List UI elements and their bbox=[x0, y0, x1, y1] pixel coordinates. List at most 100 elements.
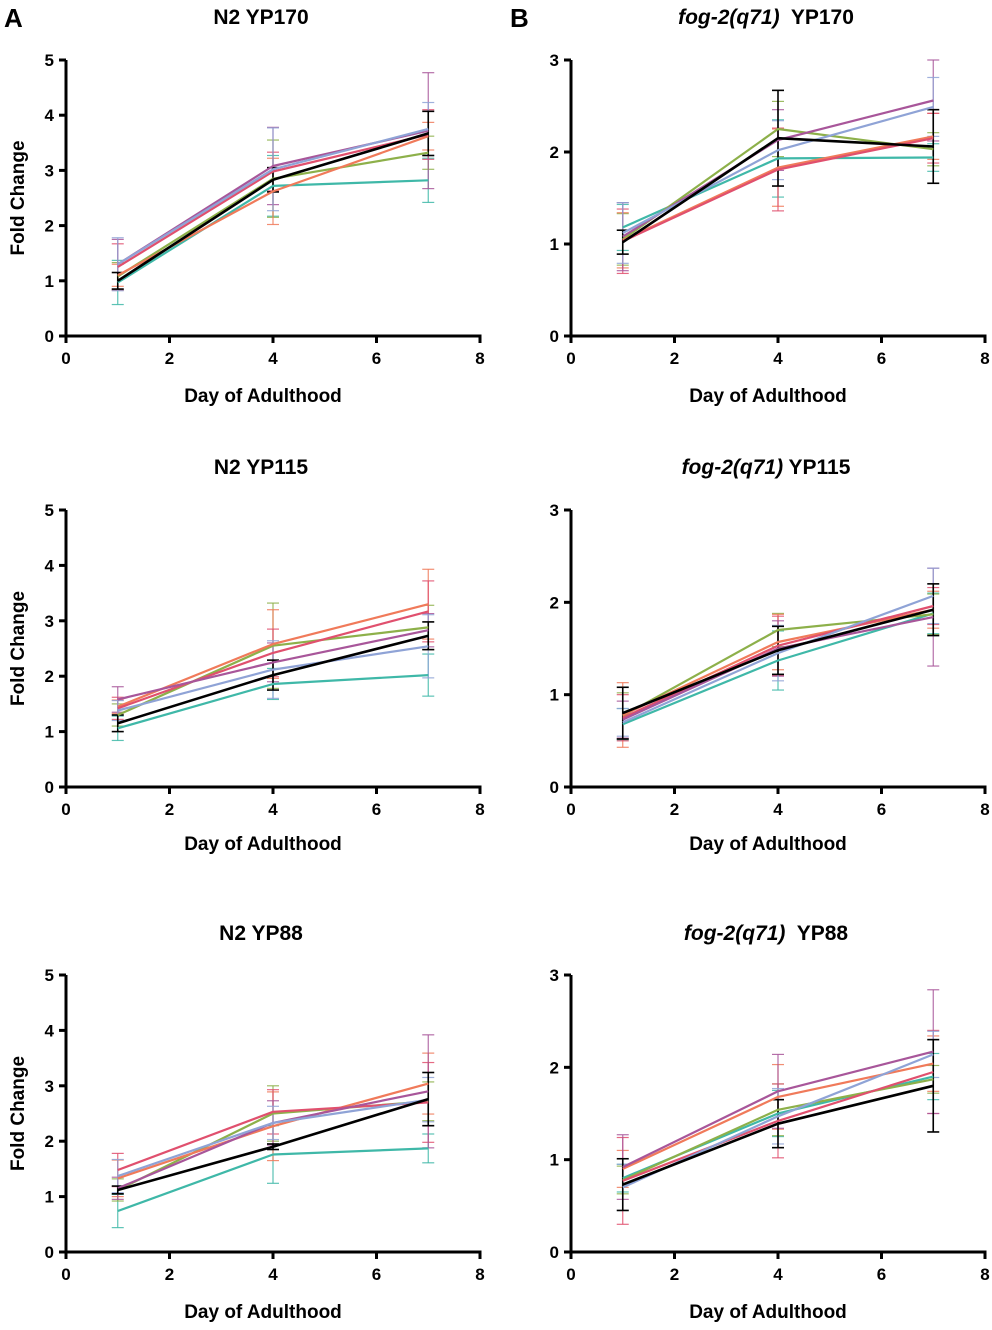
x-tick-label: 4 bbox=[268, 1265, 278, 1284]
y-tick-label: 3 bbox=[550, 966, 559, 985]
y-tick-label: 2 bbox=[550, 1058, 559, 1077]
series-line-teal bbox=[622, 612, 934, 726]
y-tick-label: 0 bbox=[45, 327, 54, 346]
x-tick-label: 4 bbox=[268, 349, 278, 368]
series-group bbox=[616, 567, 940, 748]
x-tick-label: 0 bbox=[566, 800, 575, 819]
chart-title-part: N2 YP170 bbox=[213, 6, 308, 29]
series-line-purple bbox=[622, 616, 934, 721]
chart-title-part: N2 YP88 bbox=[219, 922, 303, 945]
chart-title: fog-2(q71) YP88 bbox=[684, 922, 848, 945]
y-tick-label: 0 bbox=[45, 1243, 54, 1262]
series-line-orange bbox=[622, 608, 934, 716]
series-line-teal bbox=[117, 1147, 429, 1213]
x-tick-label: 6 bbox=[372, 800, 381, 819]
x-axis-label: Day of Adulthood bbox=[184, 386, 342, 407]
x-tick-label: 6 bbox=[877, 349, 886, 368]
chart-fog2-yp88: fog-2(q71) YP88 0 1 2 3 0 2 4 6 8 Day of Adulthood bbox=[550, 922, 990, 1323]
x-tick-label: 2 bbox=[670, 349, 679, 368]
y-tick-label: 0 bbox=[45, 778, 54, 797]
series-line-black bbox=[117, 634, 429, 725]
x-tick-label: 8 bbox=[475, 349, 484, 368]
chart-title-part: fog-2(q71) bbox=[684, 922, 786, 945]
chart-n2-yp115: N2 YP115 0 1 2 3 4 5 0 2 4 6 8 Day of Adulthood Fold … bbox=[8, 456, 485, 855]
chart-n2-yp88: N2 YP88 0 1 2 3 4 5 0 2 4 6 8 Day of Adulthood Fold C… bbox=[8, 922, 485, 1323]
y-tick-label: 5 bbox=[45, 966, 54, 985]
y-tick-label: 2 bbox=[45, 667, 54, 686]
series-line-orange bbox=[117, 603, 429, 708]
series-line-blue bbox=[117, 127, 429, 266]
panel-letter: A bbox=[4, 3, 23, 33]
x-tick-label: 0 bbox=[61, 1265, 70, 1284]
series-line-purple bbox=[622, 1050, 934, 1169]
series-line-blue bbox=[117, 645, 429, 712]
y-axis-label: Fold Change bbox=[8, 1056, 29, 1171]
chart-title-part: YP170 bbox=[780, 6, 854, 29]
series-line-blue bbox=[117, 1098, 429, 1178]
y-tick-label: 1 bbox=[550, 235, 559, 254]
x-tick-label: 8 bbox=[475, 1265, 484, 1284]
y-tick-label: 1 bbox=[45, 272, 54, 291]
y-tick-label: 1 bbox=[550, 686, 559, 705]
chart-title: N2 YP115 bbox=[214, 456, 309, 479]
x-tick-label: 2 bbox=[165, 1265, 174, 1284]
series-line-red bbox=[117, 1101, 429, 1172]
series-group bbox=[111, 1034, 435, 1229]
chart-title-part: YP88 bbox=[785, 922, 848, 945]
series-line-red bbox=[117, 133, 429, 268]
y-tick-label: 3 bbox=[45, 612, 54, 631]
x-tick-label: 8 bbox=[980, 800, 989, 819]
y-tick-label: 2 bbox=[550, 593, 559, 612]
x-tick-label: 4 bbox=[773, 349, 783, 368]
series-line-teal bbox=[117, 179, 429, 284]
chart-title-part: N2 YP115 bbox=[214, 456, 309, 479]
series-line-green bbox=[117, 626, 429, 717]
y-tick-label: 1 bbox=[45, 723, 54, 742]
y-tick-label: 4 bbox=[45, 556, 55, 575]
x-tick-label: 4 bbox=[268, 800, 278, 819]
chart-title-part: YP115 bbox=[783, 456, 851, 479]
y-tick-label: 0 bbox=[550, 327, 559, 346]
series-line-orange bbox=[622, 135, 934, 242]
series-line-green bbox=[622, 1078, 934, 1182]
y-tick-label: 3 bbox=[45, 161, 54, 180]
y-tick-label: 2 bbox=[550, 143, 559, 162]
y-axis-label: Fold Change bbox=[8, 140, 29, 255]
x-tick-label: 2 bbox=[670, 800, 679, 819]
chart-title-part: fog-2(q71) bbox=[678, 6, 780, 29]
series-group bbox=[111, 568, 435, 742]
chart-title: fog-2(q71) YP115 bbox=[682, 456, 851, 479]
y-tick-label: 3 bbox=[550, 501, 559, 520]
x-tick-label: 6 bbox=[877, 800, 886, 819]
x-tick-label: 2 bbox=[165, 349, 174, 368]
series-line-red bbox=[622, 137, 934, 243]
y-tick-label: 5 bbox=[45, 51, 54, 70]
y-tick-label: 3 bbox=[550, 51, 559, 70]
y-tick-label: 2 bbox=[45, 217, 54, 236]
series-line-blue bbox=[622, 105, 934, 234]
x-tick-label: 0 bbox=[61, 349, 70, 368]
series-line-black bbox=[622, 1084, 934, 1186]
y-tick-label: 4 bbox=[45, 106, 55, 125]
x-tick-label: 2 bbox=[670, 1265, 679, 1284]
x-tick-label: 0 bbox=[61, 800, 70, 819]
x-tick-label: 0 bbox=[566, 1265, 575, 1284]
chart-title: fog-2(q71) YP170 bbox=[678, 6, 854, 29]
x-axis-label: Day of Adulthood bbox=[184, 1302, 342, 1323]
y-tick-label: 1 bbox=[45, 1188, 54, 1207]
series-line-red bbox=[622, 604, 934, 719]
x-axis-label: Day of Adulthood bbox=[689, 1302, 847, 1323]
chart-title: N2 YP170 bbox=[213, 6, 308, 29]
series-line-black bbox=[622, 608, 934, 715]
chart-fog2-yp115: fog-2(q71) YP115 0 1 2 3 0 2 4 6 8 Day of Adulthoo… bbox=[550, 456, 990, 855]
y-axis-label: Fold Change bbox=[8, 591, 29, 706]
y-tick-label: 4 bbox=[45, 1021, 55, 1040]
y-tick-label: 2 bbox=[45, 1132, 54, 1151]
series-group bbox=[111, 72, 435, 306]
panel-letter: B bbox=[510, 3, 529, 33]
series-line-orange bbox=[117, 1082, 429, 1180]
y-tick-label: 5 bbox=[45, 501, 54, 520]
x-tick-label: 6 bbox=[877, 1265, 886, 1284]
